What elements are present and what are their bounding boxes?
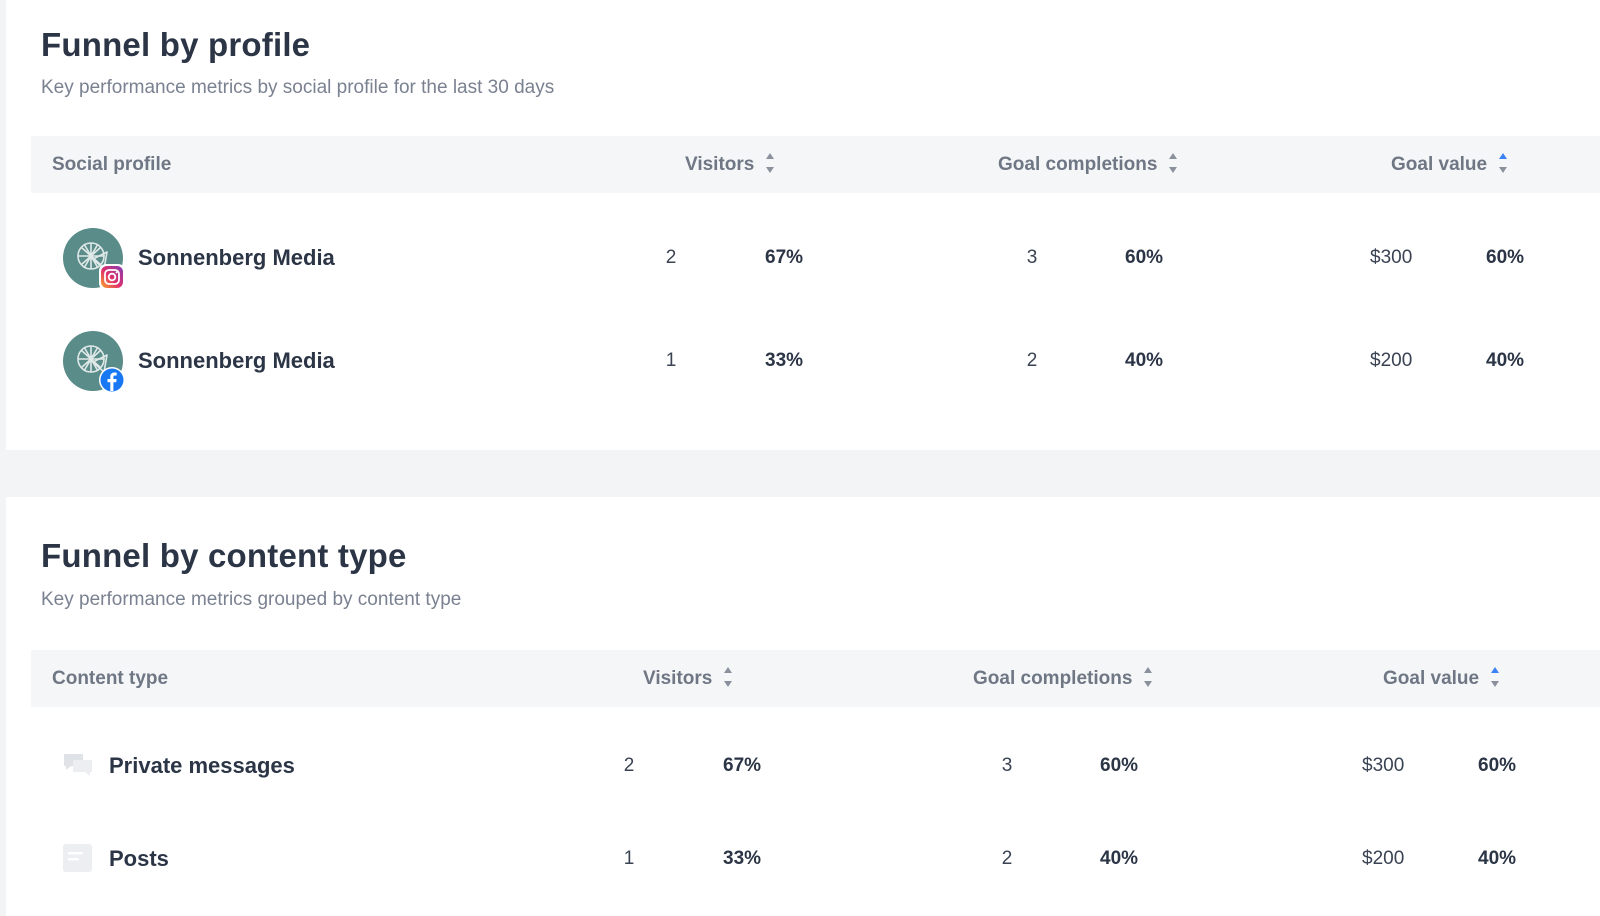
sort-icon[interactable] <box>764 150 776 176</box>
goal-completions-count: 3 <box>1026 247 1038 268</box>
visitors-count: 1 <box>665 350 677 371</box>
post-icon <box>61 843 95 873</box>
sort-icon-active[interactable] <box>1497 150 1509 176</box>
goal-completions-count: 2 <box>1026 350 1038 371</box>
column-header-visitors[interactable]: Visitors <box>643 650 734 707</box>
column-header-goal-value[interactable]: Goal value <box>1391 136 1509 193</box>
column-header-visitors[interactable]: Visitors <box>685 136 776 193</box>
funnel-by-content-type-card: Funnel by content type Key performance m… <box>6 497 1600 916</box>
column-header-content-type: Content type <box>52 668 169 689</box>
column-header-label: Visitors <box>643 668 713 689</box>
goal-value-percent: 40% <box>1486 350 1525 371</box>
facebook-icon <box>99 367 125 393</box>
instagram-icon <box>99 264 125 290</box>
section-title: Funnel by profile <box>41 26 311 63</box>
column-header-goal-completions[interactable]: Goal completions <box>998 136 1179 193</box>
section-title: Funnel by content type <box>41 537 407 574</box>
visitors-count: 1 <box>623 848 635 869</box>
sort-icon[interactable] <box>722 664 734 690</box>
table-row[interactable]: Sonnenberg Media 2 67% 3 60% $300 60% <box>31 208 1600 308</box>
column-header-label: Goal value <box>1383 668 1480 689</box>
goal-value-percent: 60% <box>1486 247 1525 268</box>
sort-icon[interactable] <box>1142 664 1154 690</box>
goal-value-amount: $200 <box>1362 848 1405 869</box>
chat-bubbles-icon <box>61 750 95 780</box>
profile-name[interactable]: Sonnenberg Media <box>138 348 335 373</box>
goal-value-percent: 40% <box>1478 848 1517 869</box>
goal-completions-count: 3 <box>1001 755 1013 776</box>
visitors-percent: 67% <box>765 247 804 268</box>
sort-icon-active[interactable] <box>1489 664 1501 690</box>
goal-value-amount: $300 <box>1370 247 1413 268</box>
content-type-name[interactable]: Posts <box>109 846 169 871</box>
goal-completions-percent: 60% <box>1125 247 1164 268</box>
visitors-percent: 33% <box>723 848 762 869</box>
table-row[interactable]: Sonnenberg Media 1 33% 2 40% $200 40% <box>31 311 1600 411</box>
content-type-name[interactable]: Private messages <box>109 753 295 778</box>
goal-value-amount: $300 <box>1362 755 1405 776</box>
goal-completions-percent: 40% <box>1100 848 1139 869</box>
column-header-label: Goal completions <box>998 154 1158 175</box>
sort-icon[interactable] <box>1167 150 1179 176</box>
table-header: Social profile Visitors Goal completions… <box>31 136 1600 193</box>
visitors-percent: 67% <box>723 755 762 776</box>
section-subtitle: Key performance metrics by social profil… <box>41 77 555 98</box>
visitors-percent: 33% <box>765 350 804 371</box>
table-row[interactable]: Private messages 2 67% 3 60% $300 60% <box>31 716 1600 816</box>
column-header-goal-completions[interactable]: Goal completions <box>973 650 1154 707</box>
table-header: Content type Visitors Goal completions G… <box>31 650 1600 707</box>
goal-value-percent: 60% <box>1478 755 1517 776</box>
column-header-label: Goal completions <box>973 668 1133 689</box>
goal-completions-count: 2 <box>1001 848 1013 869</box>
goal-completions-percent: 60% <box>1100 755 1139 776</box>
column-header-goal-value[interactable]: Goal value <box>1383 650 1501 707</box>
profile-avatar <box>63 228 125 290</box>
table-row[interactable]: Posts 1 33% 2 40% $200 40% <box>31 809 1600 909</box>
profile-avatar <box>63 331 125 393</box>
funnel-by-profile-card: Funnel by profile Key performance metric… <box>6 0 1600 450</box>
visitors-count: 2 <box>623 755 635 776</box>
column-header-social-profile: Social profile <box>52 154 172 175</box>
goal-value-amount: $200 <box>1370 350 1413 371</box>
column-header-label: Visitors <box>685 154 755 175</box>
section-subtitle: Key performance metrics grouped by conte… <box>41 589 462 610</box>
visitors-count: 2 <box>665 247 677 268</box>
profile-name[interactable]: Sonnenberg Media <box>138 245 335 270</box>
goal-completions-percent: 40% <box>1125 350 1164 371</box>
sonnenberg-logo <box>63 228 123 288</box>
column-header-label: Goal value <box>1391 154 1488 175</box>
